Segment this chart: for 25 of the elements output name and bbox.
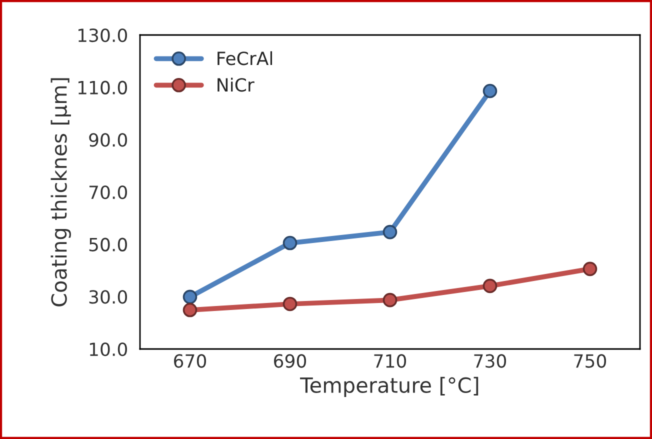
y-tick-label: 110.0: [78, 80, 127, 94]
x-tick-label: 690: [274, 354, 306, 368]
y-axis-title: Coating thicknes [µm]: [50, 78, 71, 306]
legend-label: FeCrAl: [218, 51, 272, 66]
point: [382, 292, 398, 308]
y-tick-label: 50.0: [89, 238, 127, 252]
point: [482, 84, 498, 98]
x-tick-label: 670: [174, 354, 206, 368]
point: [282, 236, 298, 250]
y-tick-label: 130.0: [78, 28, 127, 42]
point: [382, 224, 398, 240]
point: [182, 302, 198, 318]
y-tick-label: 10.0: [90, 342, 127, 356]
x-axis-title: Temperature [°C]: [300, 376, 478, 398]
y-tick-label: 70.0: [89, 185, 127, 200]
x-tick-label: 730: [474, 354, 506, 368]
x-tick-label: 710: [374, 354, 406, 368]
point: [582, 262, 598, 276]
point: [482, 278, 498, 294]
y-tick-label: 90.0: [89, 133, 127, 147]
x-tick-label: 750: [574, 354, 606, 368]
point: [182, 290, 198, 304]
y-tick-label: 30.0: [89, 290, 127, 304]
legend-label: NiCr: [218, 78, 254, 92]
point: [282, 296, 298, 312]
